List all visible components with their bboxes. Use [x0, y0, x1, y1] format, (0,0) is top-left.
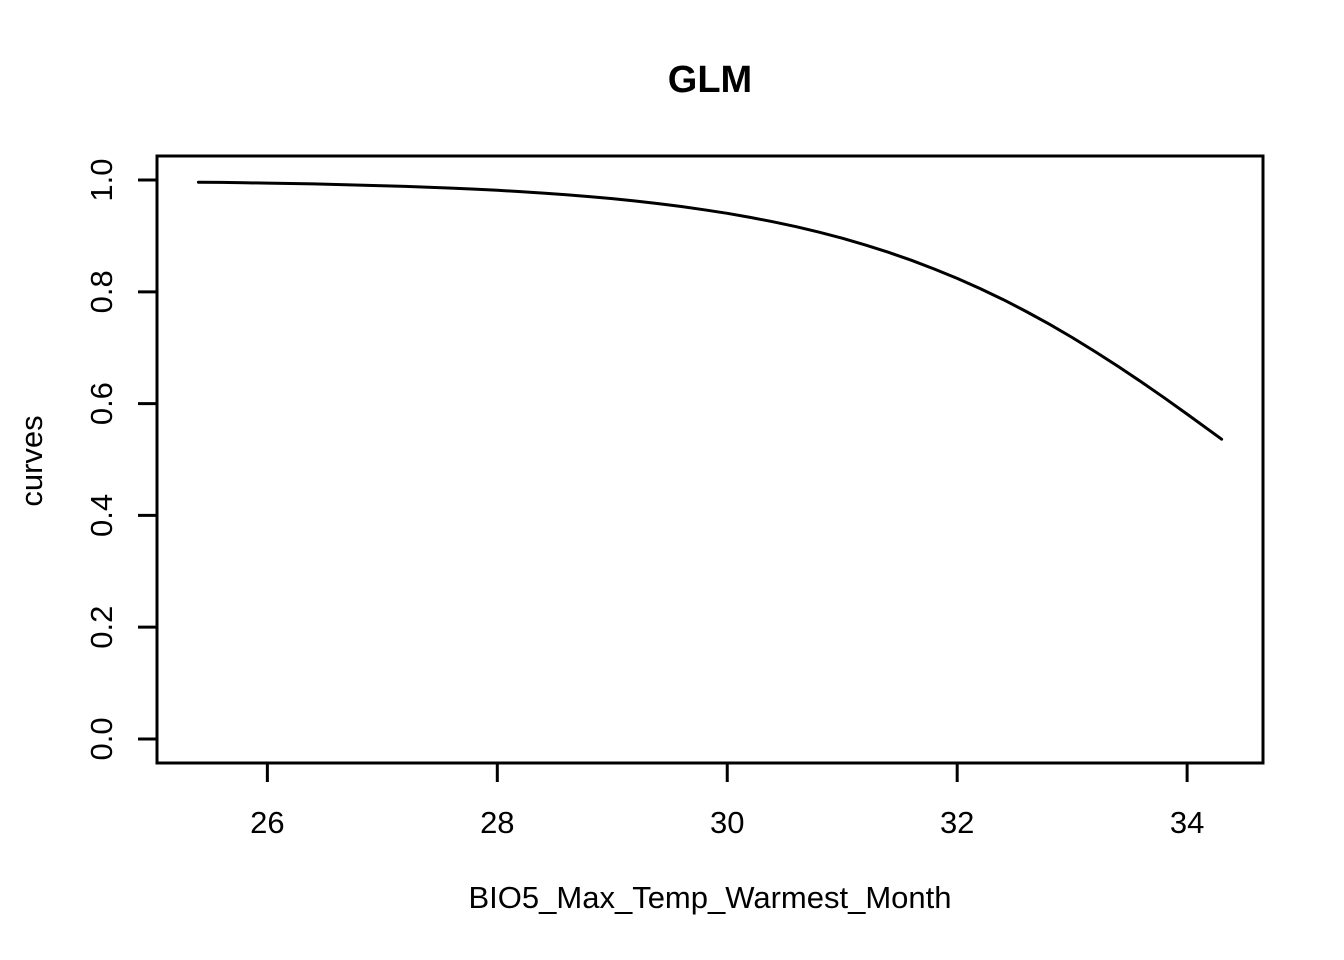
y-tick-label: 0.6 — [84, 382, 119, 425]
chart-title: GLM — [667, 59, 753, 101]
x-tick-label: 26 — [250, 805, 284, 840]
x-tick-label: 28 — [480, 805, 514, 840]
axis-box — [155, 154, 1265, 765]
y-tick-label: 0.0 — [84, 717, 119, 760]
y-tick-label: 0.4 — [84, 494, 119, 537]
x-tick-label: 30 — [710, 805, 744, 840]
y-tick-label: 0.2 — [84, 606, 119, 649]
y-tick-label: 1.0 — [84, 158, 119, 201]
x-tick-label: 32 — [940, 805, 974, 840]
response-curve — [196, 180, 1224, 441]
x-tick-label: 34 — [1170, 805, 1204, 840]
y-tick-label: 0.8 — [84, 270, 119, 313]
x-axis-label: BIO5_Max_Temp_Warmest_Month — [468, 880, 952, 915]
y-axis-label: curves — [14, 415, 49, 507]
